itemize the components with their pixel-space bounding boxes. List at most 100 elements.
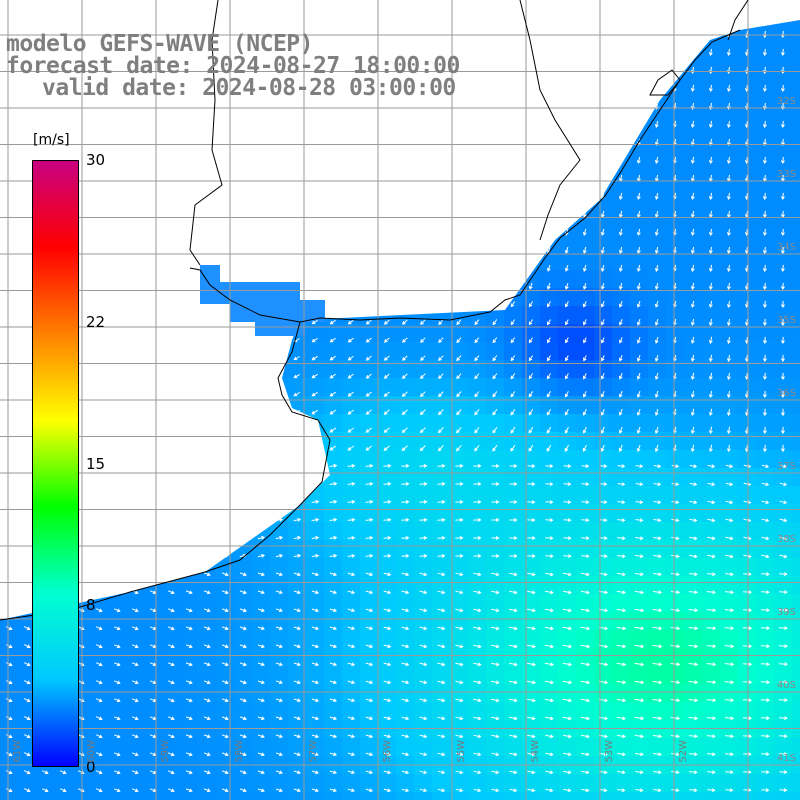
wind-arrow-head [383,303,388,307]
field-cell [396,378,415,397]
field-cell [486,792,505,800]
field-cell [126,306,145,325]
wind-arrow-head [351,499,356,504]
wind-arrow [367,120,371,128]
wind-arrow [131,393,139,395]
wind-arrow [331,247,335,253]
wind-arrow-head [510,159,515,164]
wind-arrow [655,444,659,452]
wind-arrow-head [133,16,136,19]
field-cell [342,126,361,145]
field-cell [576,648,595,667]
wind-arrow [655,48,659,56]
wind-arrow-head [383,429,388,433]
field-cell [378,684,397,703]
field-cell [324,324,343,343]
field-cell [792,288,800,307]
field-cell [738,486,757,505]
field-cell [756,144,775,163]
wind-arrow [510,301,516,307]
wind-arrow [24,157,30,163]
field-cell [378,612,397,631]
wind-arrow-head [780,394,785,399]
wind-arrow-head [604,572,608,577]
wind-arrow-head [564,159,569,164]
field-cell [144,252,163,271]
field-cell [450,324,469,343]
field-cell [486,108,505,127]
wind-arrow-head [783,500,788,505]
wind-arrow-head [528,411,533,416]
wind-arrow-head [207,535,211,540]
wind-arrow-head [188,481,193,486]
field-cell [324,162,343,181]
field-cell [108,360,127,379]
wind-arrow-head [546,123,551,128]
wind-arrow [439,30,443,38]
wind-arrow [240,211,246,217]
field-cell [144,144,163,163]
field-cell [666,396,685,415]
wind-arrow [113,500,121,504]
field-cell [666,360,685,379]
field-cell [558,684,577,703]
wind-arrow-head [185,320,190,325]
wind-arrow-head [690,304,695,308]
field-cell [234,378,253,397]
field-cell [540,324,559,343]
wind-arrow-head [586,590,590,595]
wind-arrow-head [726,340,731,345]
wind-arrow [547,120,551,128]
field-cell [414,252,433,271]
field-cell [0,252,19,271]
wind-arrow-head [222,249,227,254]
wind-arrow-head [640,590,645,595]
wind-arrow [329,590,337,594]
wind-arrow [619,120,623,128]
field-cell [774,36,793,55]
wind-arrow-head [549,572,554,577]
wind-arrow [384,427,390,433]
wind-arrow [475,264,479,272]
field-cell [270,594,289,613]
wind-arrow-head [312,159,317,164]
field-cell [432,666,451,685]
wind-arrow [437,572,445,576]
field-cell [738,414,757,433]
field-cell [306,450,325,469]
field-cell [414,36,433,55]
wind-arrow-head [312,267,317,272]
field-cell [126,558,145,577]
field-cell [756,36,775,55]
wind-arrow-head [636,232,641,236]
field-cell [108,216,127,235]
field-cell [450,666,469,685]
field-cell [252,720,271,739]
wind-arrow [275,446,283,450]
field-cell [540,594,559,613]
wind-arrow-head [765,500,770,505]
field-cell [342,594,361,613]
wind-arrow-head [708,448,713,453]
field-cell [216,432,235,451]
field-cell [360,666,379,685]
field-cell [468,162,487,181]
field-cell [378,594,397,613]
wind-arrow-head [510,429,515,434]
wind-arrow [383,445,391,451]
field-cell [432,270,451,289]
wind-arrow-head [423,608,428,613]
wind-arrow [293,464,301,468]
wind-arrow-head [477,463,482,468]
wind-arrow [258,229,264,235]
field-cell [360,774,379,793]
wind-arrow-head [276,177,281,182]
field-cell [216,378,235,397]
wind-arrow-head [492,87,497,92]
wind-arrow-head [493,16,496,19]
field-cell [216,0,235,19]
field-cell [414,594,433,613]
field-cell [90,180,109,199]
field-cell [0,270,19,289]
field-cell [360,450,379,469]
